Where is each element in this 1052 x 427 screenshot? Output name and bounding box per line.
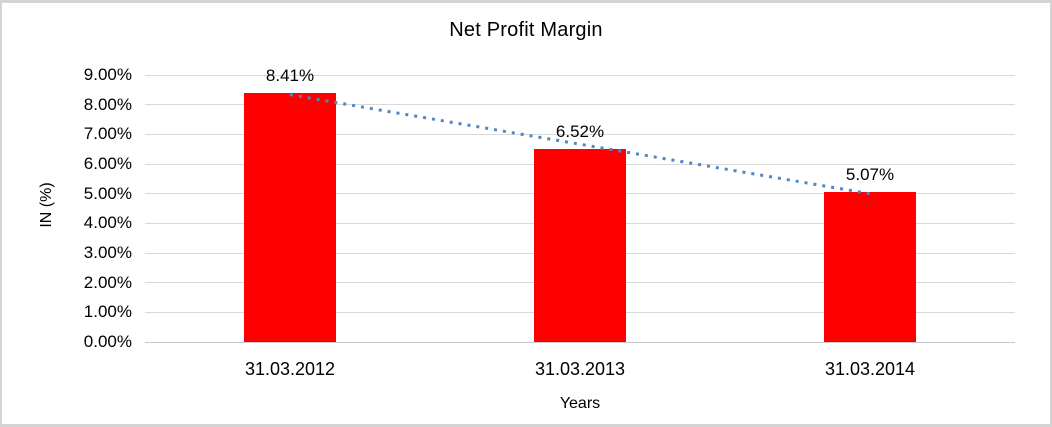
x-category-label: 31.03.2012 (244, 359, 336, 379)
plot-area: 8.41% 6.52% 5.07% (145, 66, 1015, 343)
bar-data-label: 6.52% (555, 121, 605, 141)
y-tick-label: 0.00% (83, 332, 132, 351)
gridline (145, 133, 1015, 135)
chart-title: Net Profit Margin (449, 19, 603, 41)
y-tick-label: 8.00% (83, 94, 132, 114)
trendline (289, 93, 871, 196)
y-tick-label: 4.00% (83, 213, 132, 233)
bar-31.03.2014 (824, 191, 916, 342)
bar-data-label: 5.07% (845, 164, 895, 184)
gridline (145, 74, 1015, 76)
bar-31.03.2012 (244, 92, 336, 342)
bar-31.03.2013 (534, 148, 626, 342)
y-tick-label: 6.00% (83, 154, 132, 173)
y-tick-label: 7.00% (83, 124, 132, 144)
y-tick-label: 5.00% (83, 183, 132, 203)
bar-data-label: 8.41% (265, 65, 315, 85)
x-category-label: 31.03.2013 (534, 359, 626, 379)
y-tick-label: 9.00% (83, 65, 132, 84)
x-axis-line (145, 341, 1015, 343)
trendline-line (289, 93, 871, 196)
gridline (145, 104, 1015, 106)
y-tick-label: 3.00% (83, 243, 132, 262)
y-tick-label: 1.00% (83, 302, 132, 322)
x-axis-title: Years (559, 395, 601, 412)
y-tick-label: 2.00% (83, 272, 132, 292)
x-category-label: 31.03.2014 (824, 359, 916, 379)
